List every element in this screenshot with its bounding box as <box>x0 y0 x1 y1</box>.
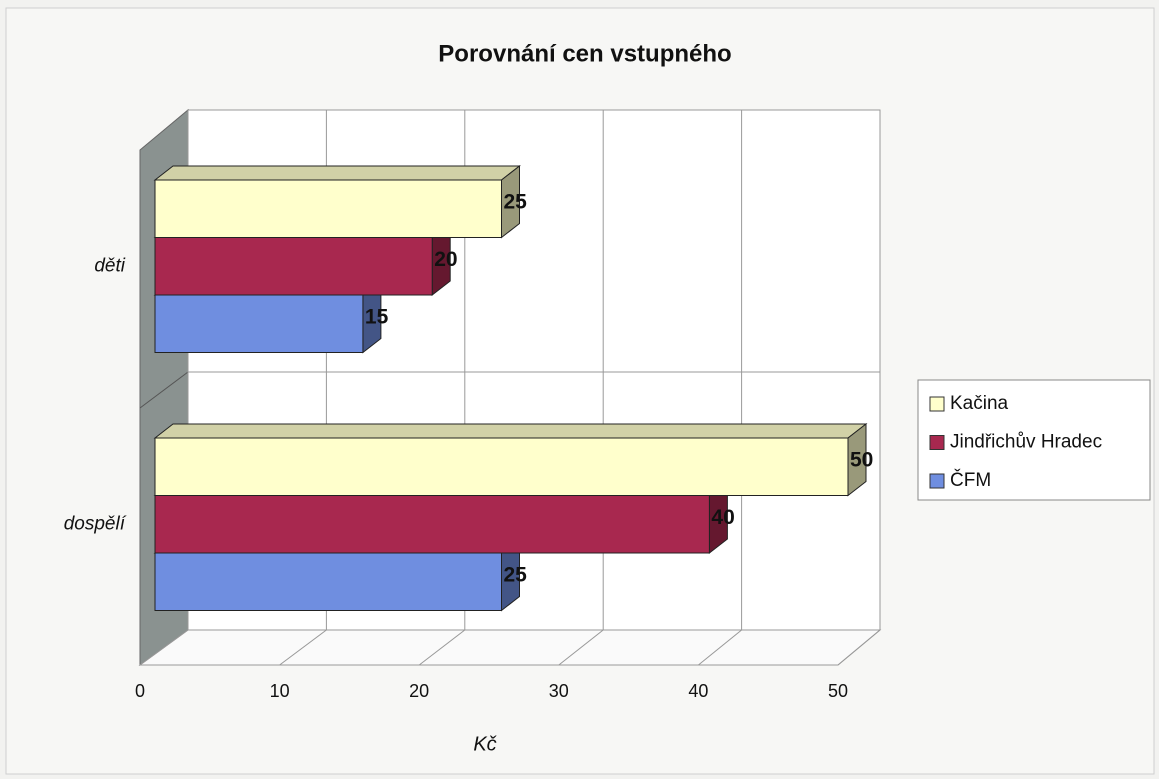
x-tick-label: 30 <box>549 681 569 701</box>
chart-title: Porovnání cen vstupného <box>438 40 731 67</box>
bar <box>154 495 710 554</box>
floor-grid-line <box>837 629 881 666</box>
floor-grid-line <box>418 629 466 666</box>
x-tick-label: 40 <box>688 681 708 701</box>
legend-label: Jindřichův Hradec <box>950 432 1102 453</box>
legend-swatch <box>929 473 945 489</box>
bar-top <box>153 423 868 439</box>
bar <box>154 237 433 296</box>
data-label: 40 <box>711 506 734 529</box>
bar <box>154 437 849 496</box>
x-tick-label: 50 <box>828 681 848 701</box>
floor-grid-line <box>279 629 327 666</box>
data-label: 20 <box>434 248 457 271</box>
legend-swatch <box>929 435 945 450</box>
data-label: 25 <box>504 190 528 213</box>
x-tick-label: 10 <box>270 681 290 701</box>
data-label: 25 <box>504 563 528 586</box>
bar-top <box>153 165 521 181</box>
legend <box>917 379 1151 501</box>
data-label: 50 <box>850 448 873 471</box>
x-axis-title: Kč <box>473 733 496 755</box>
y-tick-label: dospělí <box>64 513 127 534</box>
data-label: 15 <box>365 305 389 328</box>
floor <box>138 629 882 666</box>
floor-grid-line <box>558 629 604 666</box>
bar <box>154 552 502 611</box>
legend-label: Kačina <box>950 393 1009 414</box>
side-divider <box>139 371 189 409</box>
floor-grid-line <box>139 629 189 666</box>
y-tick-label: děti <box>94 255 125 276</box>
bar <box>154 294 364 353</box>
legend-swatch <box>929 396 945 412</box>
x-tick-label: 20 <box>409 681 429 701</box>
floor-grid-line <box>698 629 742 666</box>
bar <box>154 179 502 238</box>
x-tick-label: 0 <box>135 681 145 701</box>
legend-label: ČFM <box>950 469 991 491</box>
